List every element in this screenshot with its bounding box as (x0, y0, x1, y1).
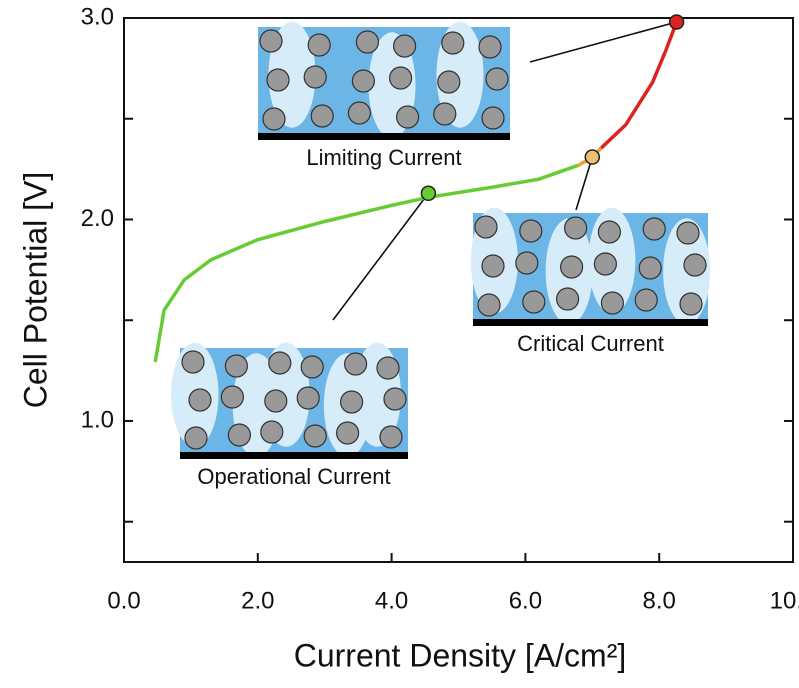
particle (485, 67, 509, 91)
particle (264, 389, 288, 413)
particle (376, 356, 400, 380)
particle (478, 35, 502, 59)
particle (383, 387, 407, 411)
particle (347, 101, 371, 125)
leader-line (332, 192, 430, 321)
particle (634, 288, 658, 312)
particle (481, 254, 505, 278)
leader-line (529, 21, 677, 63)
particle (227, 423, 251, 447)
particle (515, 251, 539, 275)
inset-label: Operational Current (197, 464, 390, 489)
particle (437, 70, 461, 94)
marker-point (668, 14, 685, 30)
particle (220, 385, 244, 409)
line-series (153, 163, 581, 363)
particle (260, 420, 284, 444)
particle (340, 390, 364, 414)
leader-line (575, 156, 594, 211)
x-tick-label: 2.0 (241, 587, 274, 614)
particle (597, 220, 622, 244)
particle (268, 351, 292, 375)
x-tick-label: 8.0 (643, 587, 676, 614)
particle (683, 253, 707, 277)
particle (188, 388, 212, 412)
line-series (600, 20, 679, 149)
inset-label: Limiting Current (306, 145, 461, 170)
particle (393, 34, 417, 58)
particle (396, 105, 420, 129)
x-tick-label: 0.0 (107, 587, 140, 614)
electrode (473, 319, 708, 326)
particle (303, 424, 327, 448)
particle (441, 31, 465, 55)
particle (519, 219, 543, 243)
particle (184, 426, 208, 450)
inset-label: Critical Current (517, 331, 664, 356)
particle (522, 290, 546, 314)
particle (676, 221, 700, 245)
particle (181, 350, 205, 374)
particle (481, 106, 505, 130)
particle (477, 293, 501, 317)
particle (310, 104, 334, 128)
y-tick-label: 3.0 (81, 3, 114, 30)
particle (563, 216, 588, 240)
y-tick-label: 1.0 (81, 406, 114, 433)
particle (336, 421, 360, 445)
x-axis-label: Current Density [A/cm²] (294, 637, 627, 673)
x-tick-label: 4.0 (375, 587, 408, 614)
particle (559, 255, 584, 279)
particle (344, 352, 368, 376)
x-tick-label: 10.0 (770, 587, 799, 614)
particle (266, 68, 290, 92)
inset-diagram: Critical Current (470, 207, 711, 356)
particle (474, 215, 498, 239)
plot-frame (123, 17, 794, 563)
particle (303, 65, 327, 89)
particle (679, 292, 703, 316)
particle (259, 29, 283, 53)
particle (642, 217, 666, 241)
particle (433, 102, 457, 126)
electrode (258, 133, 510, 140)
y-tick-label: 2.0 (81, 205, 114, 232)
inset-diagram: Limiting Current (258, 21, 510, 170)
particle (593, 252, 618, 276)
particle (224, 354, 248, 378)
particle (296, 386, 320, 410)
particle (355, 30, 379, 54)
particle (600, 291, 625, 315)
particle (351, 69, 375, 93)
particle (300, 355, 324, 379)
marker-point (584, 149, 601, 165)
particle (638, 256, 662, 280)
particle (389, 66, 413, 90)
y-axis-label: Cell Potential [V] (17, 172, 53, 409)
particle (307, 33, 331, 57)
gas-region (268, 21, 316, 128)
electrode (180, 452, 408, 459)
marker-point (420, 185, 437, 202)
particle (379, 425, 403, 449)
inset-diagram: Operational Current (171, 342, 408, 489)
particle (262, 107, 286, 131)
particle (555, 287, 580, 311)
x-tick-label: 6.0 (509, 587, 542, 614)
